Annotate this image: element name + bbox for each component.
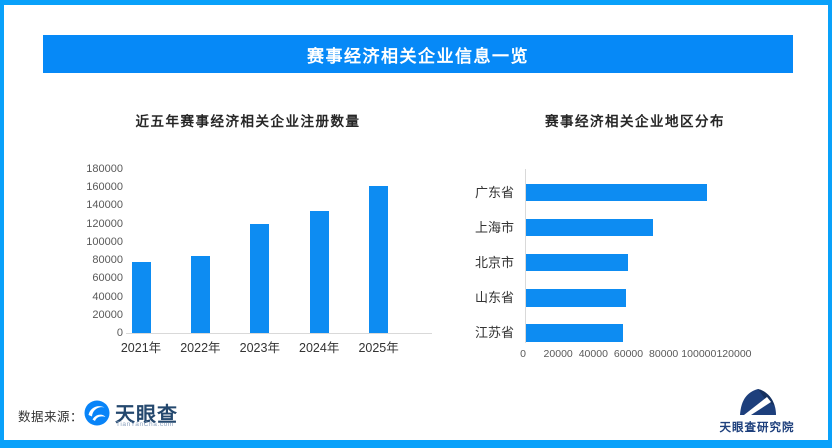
tianyancha-eye-icon [84, 400, 110, 426]
bar-江苏省 [526, 324, 623, 342]
y-axis-tick-label: 80000 [92, 254, 123, 267]
x-axis-category-label: 2023年 [239, 341, 280, 355]
y-axis-tick-label: 40000 [92, 290, 123, 303]
bar-2023年 [250, 223, 270, 333]
bar-广东省 [526, 183, 708, 201]
x-axis-tick-label: 0 [520, 348, 526, 360]
x-axis-category-label: 2024年 [299, 341, 340, 355]
y-axis-tick-label: 120000 [86, 217, 123, 230]
left-chart-title: 近五年赛事经济相关企业注册数量 [135, 114, 361, 129]
header-banner: 赛事经济相关企业信息一览 [43, 35, 793, 73]
tianyancha-logo: 天眼查 TianYanCha.com [84, 398, 204, 432]
y-axis-category-label: 江苏省 [474, 325, 514, 341]
tianyancha-logo-text: 天眼查 [115, 404, 178, 426]
x-axis-tick-label: 60000 [613, 348, 644, 360]
institute-sail-icon [740, 389, 776, 415]
institute-name: 天眼查研究院 [719, 422, 795, 434]
y-axis-category-label: 北京市 [474, 254, 514, 270]
x-axis-category-label: 2022年 [180, 341, 221, 355]
y-axis-tick-label: 160000 [86, 181, 123, 194]
data-source-label: 数据来源： [18, 410, 84, 424]
y-axis-tick-label: 0 [116, 327, 123, 339]
bar-上海市 [526, 218, 653, 237]
bar-2025年 [369, 186, 389, 333]
x-axis-tick-label: 40000 [578, 348, 608, 360]
x-axis-category-label: 2021年 [120, 341, 162, 355]
bar-山东省 [526, 289, 627, 307]
x-axis-tick-label: 100000 [681, 348, 717, 360]
x-axis-tick-label: 120000 [716, 348, 752, 360]
y-axis-category-label: 上海市 [474, 219, 514, 235]
institute-logo: 天眼查研究院 [707, 387, 807, 435]
tianyancha-domain-text: TianYanCha.com [116, 421, 174, 428]
bar-2021年 [131, 261, 151, 333]
bar-2022年 [190, 255, 210, 333]
page-title: 赛事经济相关企业信息一览 [307, 46, 529, 66]
y-axis-category-label: 山东省 [474, 290, 514, 306]
y-axis-tick-label: 20000 [92, 308, 123, 321]
y-axis-line [525, 169, 526, 343]
x-axis-tick-label: 20000 [543, 348, 573, 360]
x-axis-tick-label: 80000 [649, 348, 679, 360]
y-axis-category-label: 广东省 [474, 184, 514, 200]
bar-北京市 [526, 253, 628, 272]
right-chart-title: 赛事经济相关企业地区分布 [545, 114, 725, 129]
x-axis-category-label: 2025年 [358, 341, 399, 355]
y-axis-tick-label: 140000 [86, 199, 123, 212]
x-axis-line [126, 333, 432, 334]
bar-2024年 [309, 210, 329, 333]
y-axis-tick-label: 60000 [92, 272, 123, 285]
y-axis-tick-label: 180000 [86, 163, 123, 175]
y-axis-tick-label: 100000 [86, 235, 123, 248]
